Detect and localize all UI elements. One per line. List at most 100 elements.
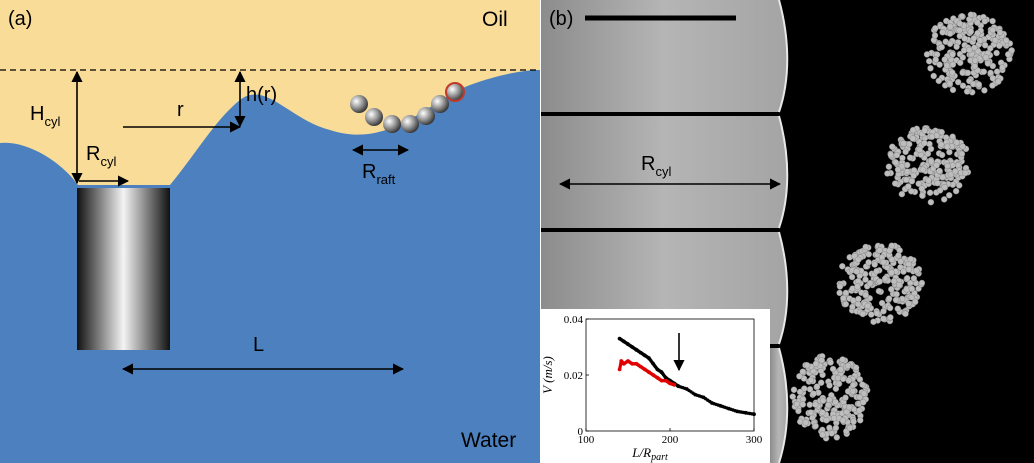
- r-cyl-photo-main: R: [641, 153, 655, 175]
- raft-dot: [893, 291, 900, 298]
- raft-dot: [807, 409, 814, 416]
- raft-dot: [873, 310, 881, 317]
- raft-dot: [885, 163, 893, 170]
- raft-dot: [899, 154, 906, 162]
- raft-dot: [846, 403, 853, 411]
- raft-dot: [856, 376, 864, 383]
- raft-dot: [906, 154, 914, 161]
- raft-dot: [960, 47, 968, 54]
- raft-dot: [958, 13, 966, 20]
- raft-dot: [904, 168, 911, 175]
- x-tick-label: 100: [578, 434, 595, 446]
- raft-dot: [897, 264, 904, 271]
- raft-dot: [941, 183, 948, 191]
- h-cyl-main: H: [30, 103, 44, 125]
- cylinder: [77, 188, 170, 350]
- raft-dot: [857, 417, 864, 424]
- raft-dot: [913, 267, 920, 274]
- raft-dot: [927, 158, 935, 165]
- raft-cluster: [789, 353, 871, 442]
- raft-dot: [952, 167, 959, 175]
- raft-dot: [839, 356, 846, 363]
- raft-particle: [350, 95, 368, 113]
- raft-dot: [946, 30, 954, 37]
- h-cyl-label: Hcyl: [30, 103, 60, 129]
- raft-dot: [944, 162, 951, 170]
- raft-dot: [912, 298, 919, 306]
- raft-dot: [842, 394, 849, 401]
- oil-label: Oil: [482, 8, 508, 31]
- raft-dot: [802, 419, 809, 426]
- r-raft-sub: raft: [376, 172, 395, 187]
- raft-dot: [904, 275, 911, 282]
- raft-particle-highlighted: [445, 82, 465, 102]
- raft-dot: [936, 167, 943, 175]
- raft-dot: [860, 399, 867, 406]
- raft-dot: [992, 37, 999, 44]
- raft-dot: [962, 169, 969, 177]
- raft-dot: [812, 422, 819, 430]
- raft-dot: [895, 281, 903, 289]
- raft-dot: [871, 261, 878, 268]
- raft-dot: [907, 255, 914, 263]
- raft-dot: [878, 299, 886, 307]
- raft-dot: [915, 180, 922, 187]
- raft-dot: [971, 57, 979, 64]
- raft-dot: [919, 192, 926, 199]
- raft-dot: [903, 176, 910, 184]
- raft-particle: [401, 115, 419, 133]
- particle-raft: [350, 82, 465, 133]
- raft-dot: [918, 279, 926, 287]
- raft-dot: [909, 135, 916, 142]
- raft-dot: [918, 185, 925, 192]
- series-1: [617, 336, 756, 417]
- raft-dot: [900, 140, 907, 147]
- y-tick-label: 0.04: [564, 314, 584, 326]
- raft-dot: [876, 247, 883, 254]
- raft-particle: [365, 108, 383, 126]
- raft-dot: [989, 26, 996, 34]
- raft-dot: [849, 303, 856, 311]
- raft-dot: [941, 196, 948, 203]
- raft-dot: [956, 27, 963, 34]
- raft-dot: [970, 35, 978, 42]
- raft-dot: [850, 381, 857, 389]
- raft-particle: [431, 95, 449, 113]
- raft-dot: [958, 150, 966, 158]
- raft-dot: [966, 46, 973, 54]
- raft-dot: [888, 242, 895, 249]
- raft-dot: [812, 360, 820, 367]
- raft-dot: [949, 133, 956, 140]
- raft-dot: [905, 183, 912, 190]
- raft-dot: [850, 418, 857, 425]
- raft-dot: [819, 397, 827, 404]
- raft-dot: [974, 30, 981, 37]
- raft-dot: [888, 269, 895, 276]
- raft-dot: [905, 266, 913, 273]
- raft-dot: [949, 86, 957, 94]
- x-tick-label: 300: [746, 434, 763, 446]
- raft-dot: [946, 148, 953, 156]
- r-label: r: [177, 99, 184, 121]
- raft-dot: [909, 126, 917, 134]
- raft-dot: [880, 259, 887, 266]
- inset-chart: 100 200 300 0 0.02 0.04 V (m/s) L/Rpart: [540, 309, 770, 463]
- L-label: L: [253, 334, 264, 356]
- raft-dot: [819, 409, 826, 416]
- raft-dot: [887, 151, 894, 158]
- raft-dot: [949, 69, 956, 76]
- raft-dot: [873, 268, 880, 275]
- raft-dot: [895, 252, 902, 259]
- y-tick-label: 0.02: [564, 370, 583, 382]
- raft-dot: [801, 385, 808, 392]
- panel-b: (b) Rcyl: [541, 0, 1034, 463]
- panel-b-label: (b): [549, 8, 573, 30]
- raft-dot: [902, 310, 909, 317]
- raft-dot: [925, 177, 932, 184]
- data-point: [672, 382, 677, 387]
- raft-dot: [981, 42, 989, 49]
- raft-dot: [852, 364, 860, 371]
- raft-dot: [854, 283, 861, 290]
- raft-dot: [987, 69, 994, 77]
- raft-dot: [890, 278, 898, 285]
